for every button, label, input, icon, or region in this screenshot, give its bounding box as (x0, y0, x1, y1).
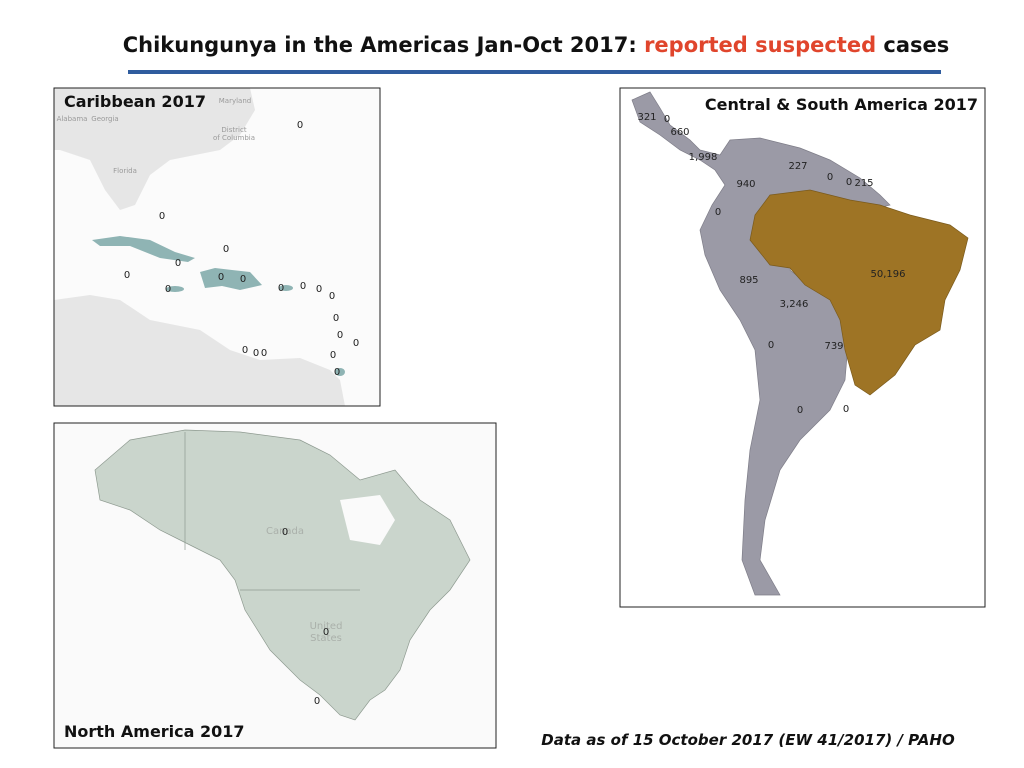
case-label: 0 (768, 340, 774, 351)
case-label: 0 (124, 270, 130, 281)
case-label: 940 (736, 179, 755, 190)
panel-border (619, 87, 986, 608)
panel-title: Central & South America 2017 (705, 95, 978, 114)
case-label: 1,998 (689, 152, 718, 163)
case-label: 227 (788, 161, 807, 172)
case-label: 0 (297, 120, 303, 131)
island (92, 236, 195, 262)
island (279, 285, 293, 291)
case-label: 0 (664, 114, 670, 125)
panel-title: Caribbean 2017 (64, 92, 206, 111)
case-label: 0 (159, 211, 165, 222)
case-label: 321 (637, 112, 656, 123)
south-america-map: Central & South America 2017 (619, 87, 986, 608)
panel-border (53, 87, 381, 407)
land (54, 295, 345, 406)
case-label: 215 (854, 178, 873, 189)
title-rule (128, 70, 941, 74)
brazil (749, 189, 969, 396)
case-label: 0 (715, 207, 721, 218)
case-label: 3,246 (780, 299, 809, 310)
island (335, 368, 345, 376)
case-label: 895 (739, 275, 758, 286)
title: Chikungunya in the Americas Jan-Oct 2017… (123, 33, 950, 57)
case-label: 0 (846, 177, 852, 188)
island (200, 268, 262, 290)
case-label: 739 (824, 341, 843, 352)
case-label: 0 (843, 404, 849, 415)
case-label: 0 (323, 627, 329, 638)
case-label: 0 (330, 350, 336, 361)
basemap-label: Maryland (219, 97, 251, 105)
basemap-label: Georgia (91, 115, 118, 123)
case-label: 0 (314, 696, 320, 707)
case-label: 0 (797, 405, 803, 416)
case-label: 0 (300, 281, 306, 292)
case-label: 0 (827, 172, 833, 183)
case-label: 0 (165, 284, 171, 295)
hudson-bay (340, 495, 395, 545)
case-label: 0 (242, 345, 248, 356)
island (166, 286, 184, 292)
title-part: cases (876, 33, 949, 57)
land (54, 88, 255, 210)
panel-border (53, 422, 497, 749)
case-label: 50,196 (871, 269, 906, 280)
title-highlight: reported suspected (644, 33, 876, 57)
case-label: 0 (240, 274, 246, 285)
case-label: 0 (278, 283, 284, 294)
title-part: Chikungunya in the Americas Jan-Oct 2017… (123, 33, 644, 57)
basemap-label: Canada (266, 526, 304, 537)
north-america-map: North America 2017 (53, 422, 497, 749)
basemap-label: States (310, 633, 342, 644)
caribbean-map: Caribbean 2017 (53, 87, 381, 407)
basemap-label: Florida (113, 167, 137, 175)
source-note: Data as of 15 October 2017 (EW 41/2017) … (541, 731, 955, 749)
basemap-label: District (221, 126, 246, 134)
basemap-label: Alabama (57, 115, 88, 123)
case-label: 0 (333, 313, 339, 324)
case-label: 0 (334, 367, 340, 378)
case-label: 0 (353, 338, 359, 349)
panel-title: North America 2017 (64, 722, 245, 741)
case-label: 0 (282, 527, 288, 538)
case-label: 0 (329, 291, 335, 302)
basemap-label: of Columbia (213, 134, 255, 142)
case-label: 660 (670, 127, 689, 138)
case-label: 0 (337, 330, 343, 341)
case-label: 0 (261, 348, 267, 359)
case-label: 0 (223, 244, 229, 255)
case-label: 0 (316, 284, 322, 295)
case-label: 0 (218, 272, 224, 283)
case-label: 0 (175, 258, 181, 269)
case-label: 0 (253, 348, 259, 359)
basemap-label: United (310, 621, 343, 632)
